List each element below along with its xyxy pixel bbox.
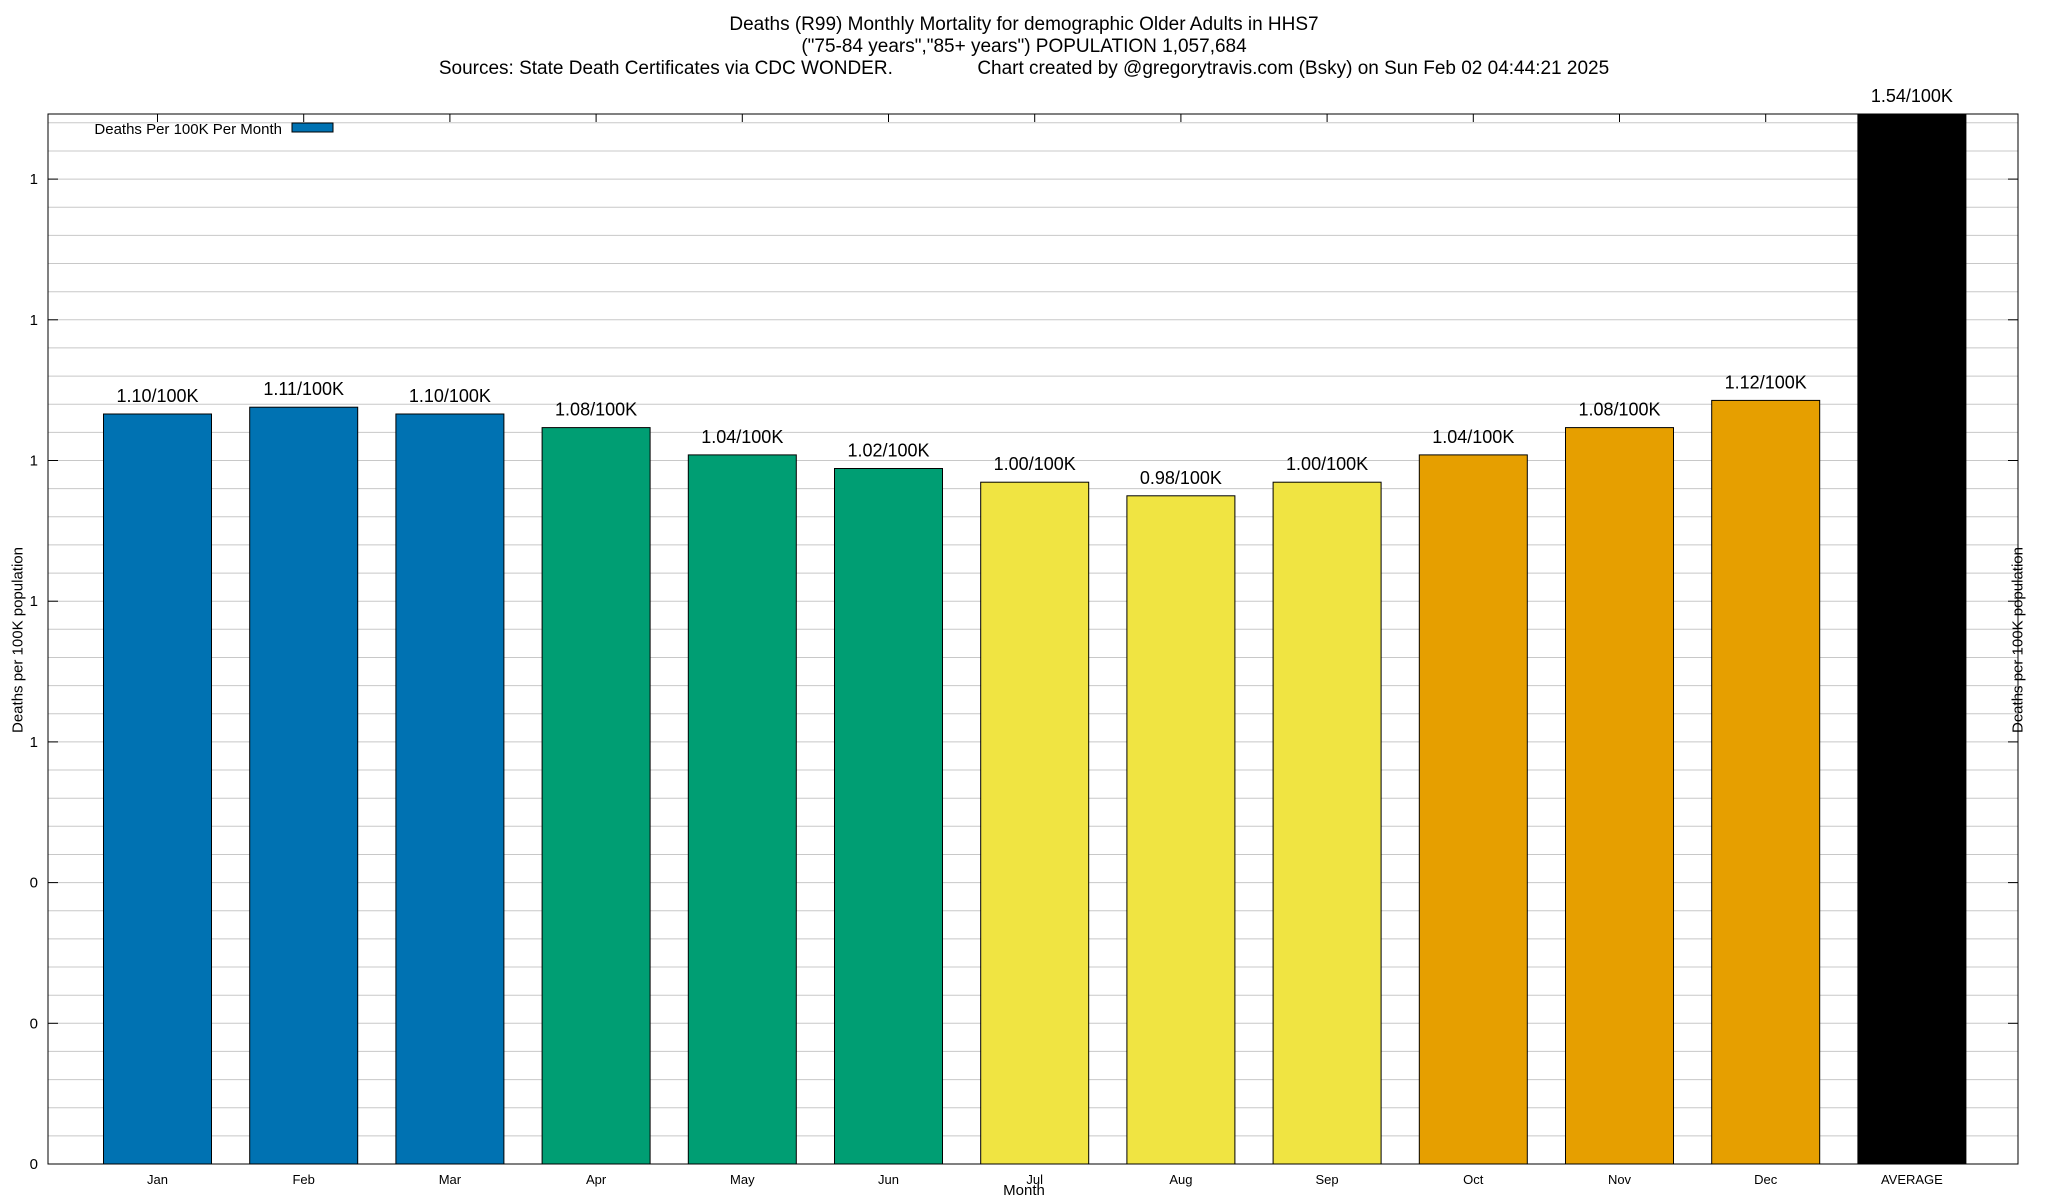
data-label: 1.10/100K [409, 386, 491, 406]
x-tick-label: Dec [1754, 1172, 1778, 1187]
bar-feb [249, 406, 359, 1165]
legend-label: Deaths Per 100K Per Month [94, 121, 282, 138]
data-label: 0.98/100K [1140, 468, 1222, 488]
x-tick-label: Nov [1608, 1172, 1632, 1187]
bar-dec [1711, 399, 1821, 1165]
x-tick-label: Feb [292, 1172, 314, 1187]
data-label: 1.08/100K [555, 400, 637, 420]
x-tick-label: Aug [1169, 1172, 1192, 1187]
x-axis-label: Month [1003, 1182, 1045, 1199]
x-tick-label: May [730, 1172, 755, 1187]
bar-jul [980, 481, 1090, 1165]
data-label: 1.04/100K [1432, 427, 1514, 447]
y-tick-label: 0 [30, 1156, 38, 1173]
data-label: 1.10/100K [116, 386, 198, 406]
data-label: 1.00/100K [1286, 454, 1368, 474]
x-tick-label: Jan [147, 1172, 168, 1187]
chart-title: Deaths (R99) Monthly Mortality for demog… [0, 14, 2048, 80]
data-label: 1.04/100K [701, 427, 783, 447]
y-tick-label: 1 [30, 734, 38, 751]
bar-jun [834, 468, 943, 1165]
y-tick-label: 1 [30, 593, 38, 610]
data-label: 1.02/100K [847, 441, 929, 461]
x-tick-label: Jun [878, 1172, 899, 1187]
bar-apr [541, 427, 651, 1165]
bar-oct [1418, 454, 1528, 1165]
legend-swatch [291, 122, 334, 133]
bar-jan [103, 413, 212, 1165]
x-tick-label: Jul [1026, 1172, 1043, 1187]
y-tick-label: 0 [30, 1015, 38, 1032]
data-label: 1.08/100K [1578, 400, 1660, 420]
bar-aug [1126, 495, 1236, 1165]
chart-title-line-3: Sources: State Death Certificates via CD… [438, 58, 1610, 79]
y2-axis-label: Deaths per 100K population [2009, 547, 2027, 733]
y-tick-label: 1 [30, 171, 38, 188]
bar-nov [1565, 427, 1674, 1165]
bar-may [687, 454, 797, 1165]
bar-sep [1272, 481, 1382, 1165]
y-tick-label: 1 [30, 453, 38, 470]
x-tick-label: AVERAGE [1881, 1172, 1943, 1187]
y-tick-label: 0 [30, 875, 38, 892]
data-label: 1.11/100K [263, 379, 344, 399]
y-axis-label: Deaths per 100K population [9, 547, 27, 733]
x-tick-label: Oct [1463, 1172, 1484, 1187]
bar-average [1857, 113, 1967, 1165]
x-tick-label: Mar [439, 1172, 462, 1187]
chart-title-line-2: ("75-84 years","85+ years") POPULATION 1… [801, 36, 1247, 57]
x-tick-label: Sep [1316, 1172, 1339, 1187]
y-tick-label: 1 [30, 312, 38, 329]
plot-border [47, 113, 2019, 1165]
data-label: 1.12/100K [1725, 372, 1807, 392]
bar-mar [395, 413, 505, 1165]
data-label: 1.00/100K [994, 454, 1076, 474]
data-label: 1.54/100K [1871, 86, 1953, 106]
x-tick-label: Apr [586, 1172, 607, 1187]
chart-title-line-1: Deaths (R99) Monthly Mortality for demog… [729, 14, 1319, 35]
